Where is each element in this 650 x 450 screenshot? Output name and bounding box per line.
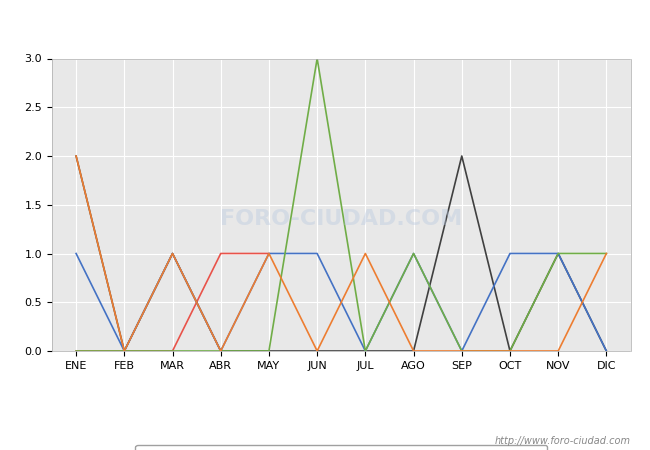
2021 (361, 348, 369, 354)
2022 (313, 251, 321, 256)
2022 (361, 348, 369, 354)
2022 (554, 251, 562, 256)
2022 (410, 251, 417, 256)
2021 (458, 348, 465, 354)
2021 (265, 348, 273, 354)
Text: Matriculaciones de Vehiculos en Oliete: Matriculaciones de Vehiculos en Oliete (164, 14, 486, 32)
Line: 2022: 2022 (76, 253, 606, 351)
2021 (120, 348, 128, 354)
2020 (265, 251, 273, 256)
2023 (603, 348, 610, 354)
2023 (506, 348, 514, 354)
2023 (265, 348, 273, 354)
2024 (120, 348, 128, 354)
Line: 2023: 2023 (76, 156, 606, 351)
2024 (217, 251, 225, 256)
Text: FORO-CIUDAD.COM: FORO-CIUDAD.COM (220, 209, 462, 230)
2021 (554, 251, 562, 256)
2020 (120, 348, 128, 354)
2023 (313, 348, 321, 354)
Text: http://www.foro-ciudad.com: http://www.foro-ciudad.com (495, 436, 630, 446)
2022 (458, 348, 465, 354)
Line: 2020: 2020 (76, 156, 606, 351)
2020 (168, 251, 176, 256)
2022 (217, 348, 225, 354)
2024 (265, 251, 273, 256)
2020 (458, 348, 465, 354)
2021 (72, 348, 80, 354)
2020 (217, 348, 225, 354)
2022 (506, 251, 514, 256)
2023 (168, 251, 176, 256)
2023 (120, 348, 128, 354)
2020 (313, 348, 321, 354)
2022 (72, 251, 80, 256)
2023 (361, 348, 369, 354)
2021 (217, 348, 225, 354)
2021 (410, 251, 417, 256)
2020 (361, 251, 369, 256)
2020 (72, 153, 80, 159)
2023 (554, 251, 562, 256)
2020 (410, 348, 417, 354)
2024 (168, 348, 176, 354)
2022 (603, 348, 610, 354)
Line: 2021: 2021 (76, 58, 606, 351)
2021 (168, 348, 176, 354)
2022 (120, 348, 128, 354)
2020 (603, 251, 610, 256)
2023 (458, 153, 465, 159)
2024 (72, 348, 80, 354)
2023 (410, 348, 417, 354)
2020 (554, 348, 562, 354)
2021 (603, 251, 610, 256)
2021 (506, 348, 514, 354)
Line: 2024: 2024 (76, 253, 269, 351)
2020 (506, 348, 514, 354)
2022 (265, 251, 273, 256)
2022 (168, 251, 176, 256)
Legend: 2024, 2023, 2022, 2021, 2020: 2024, 2023, 2022, 2021, 2020 (135, 445, 547, 450)
2023 (72, 153, 80, 159)
2021 (313, 56, 321, 61)
2023 (217, 348, 225, 354)
